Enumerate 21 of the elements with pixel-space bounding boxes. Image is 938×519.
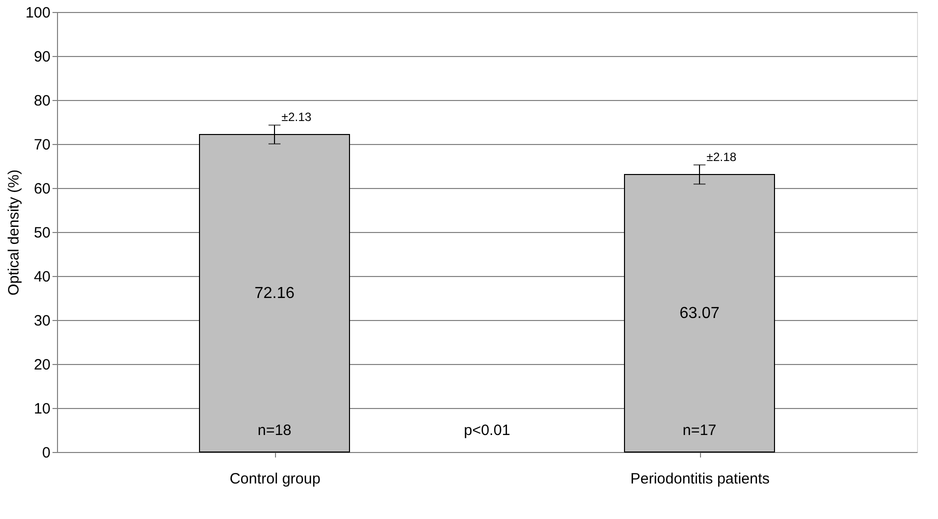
y-tick-label: 50 xyxy=(34,224,50,242)
annotation: p<0.01 xyxy=(464,422,510,439)
y-tick-label: 20 xyxy=(34,356,50,374)
x-tick-label: Control group xyxy=(230,470,320,488)
y-tick-label: 80 xyxy=(34,92,50,110)
annotation: ±2.13 xyxy=(282,110,312,124)
y-tick-label: 60 xyxy=(34,180,50,198)
y-tick-label: 0 xyxy=(42,444,50,462)
y-axis-title: Optical density (%) xyxy=(5,170,22,296)
y-tick-label: 10 xyxy=(34,400,50,418)
data-label: 72.16 xyxy=(254,285,295,302)
y-tick-label: 70 xyxy=(34,136,50,154)
y-tick-label: 90 xyxy=(34,48,50,66)
annotation: ±2.18 xyxy=(706,150,737,164)
y-tick-label: 100 xyxy=(25,4,50,22)
annotation: n=17 xyxy=(682,422,716,439)
y-tick-label: 30 xyxy=(34,312,50,330)
data-label: 63.07 xyxy=(679,305,720,322)
y-tick-label: 40 xyxy=(34,268,50,286)
annotation: n=18 xyxy=(258,422,292,439)
x-tick-label: Periodontitis patients xyxy=(630,470,770,488)
